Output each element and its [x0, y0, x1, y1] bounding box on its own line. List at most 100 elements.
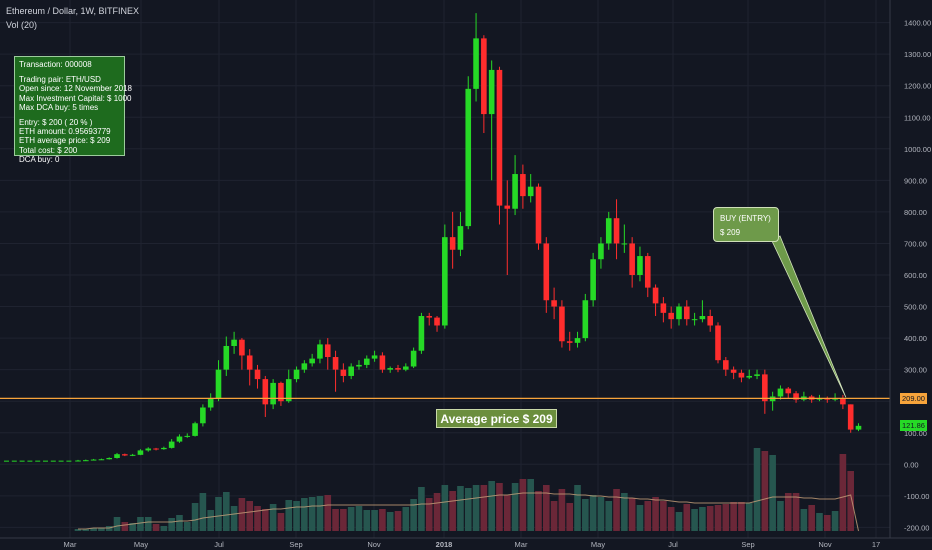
volume-bar: [753, 448, 761, 531]
volume-bar: [386, 512, 394, 531]
volume-moving-average-line: [78, 492, 859, 532]
price-tick-label: 800.00: [904, 208, 927, 217]
volume-bar: [464, 488, 472, 531]
candle-body: [332, 357, 339, 370]
candle-body: [723, 360, 729, 370]
candle-body: [699, 316, 706, 320]
volume-bar: [730, 502, 737, 531]
volume-bar: [714, 505, 722, 531]
price-tick-label: 1200.00: [904, 82, 931, 91]
candle-body: [598, 243, 604, 260]
chart-grid: [0, 0, 890, 538]
transaction-id: Transaction: 000008: [19, 60, 92, 69]
total-cost: Total cost: $ 200: [19, 145, 78, 155]
price-axis[interactable]: 1400.00 1300.00 1200.00 1100.00 1000.00 900.0…: [889, 0, 931, 538]
volume-bar: [379, 509, 386, 531]
price-tick-label: 300.00: [904, 366, 927, 375]
eth-amount: ETH amount: 0.95693779: [19, 127, 111, 137]
candle-body: [847, 404, 854, 430]
candle-body: [215, 369, 222, 399]
candle-body: [231, 339, 237, 346]
average-price-tag: 209.00: [900, 392, 927, 404]
candle-body: [777, 388, 784, 397]
volume-bar: [761, 451, 769, 531]
candle-body: [683, 306, 690, 320]
time-tick-label: Jul: [668, 540, 678, 549]
volume-bar: [340, 509, 347, 531]
volume-bar: [496, 483, 503, 531]
candle-body: [621, 243, 628, 245]
max-investment-capital: Max Investment Capital: $ 1000: [19, 93, 132, 103]
candle-body: [317, 344, 323, 359]
candle-body: [652, 287, 659, 304]
volume-bar: [301, 498, 308, 531]
price-tick-label: 900.00: [904, 176, 927, 185]
time-tick-label: Mar: [515, 540, 528, 549]
price-tick-label: 1100.00: [904, 113, 931, 122]
candle-body: [98, 459, 105, 461]
price-tick-label: 600.00: [904, 271, 927, 280]
time-axis[interactable]: Mar May Jul Sep Nov 2018 Mar May Jul Sep Nov 17: [0, 537, 932, 549]
candle-body: [309, 358, 315, 364]
candle-body: [785, 388, 792, 394]
candle-body: [644, 256, 651, 288]
volume-bar: [402, 507, 410, 531]
candles[interactable]: [4, 13, 862, 462]
candle-body: [566, 341, 573, 343]
candle-body: [254, 369, 261, 380]
time-tick-label: Nov: [367, 540, 381, 549]
candle-body: [543, 243, 550, 301]
volume-bar: [738, 502, 745, 531]
candle-body: [434, 317, 440, 326]
volume-bar: [699, 507, 706, 531]
volume-bar: [816, 513, 823, 531]
volume-bar: [183, 522, 191, 531]
volume-bar: [410, 499, 417, 531]
candle-body: [301, 363, 308, 370]
volume-bar: [191, 503, 199, 531]
volume-bar: [706, 506, 714, 531]
volume-bar: [808, 505, 815, 531]
volume-bar: [582, 499, 589, 531]
volume-bar: [121, 522, 129, 531]
candle-body: [426, 316, 433, 318]
volume-bar: [503, 495, 511, 531]
price-tick-label: 1300.00: [904, 50, 931, 59]
volume-bar: [152, 524, 160, 531]
volume-bar: [82, 529, 90, 531]
candle-body: [840, 398, 846, 405]
volume-bar: [550, 501, 558, 531]
volume-bar: [589, 495, 597, 531]
candle-body: [793, 393, 799, 400]
buy-callout-pointer: [771, 235, 847, 398]
price-tick-label: -200.00: [904, 523, 929, 532]
candle-body: [83, 460, 89, 462]
time-tick-label: Mar: [64, 540, 77, 549]
candle-body: [145, 448, 152, 451]
volume-bar: [316, 496, 324, 531]
volume-bar: [324, 495, 332, 531]
volume-bar: [137, 517, 144, 531]
volume-bar: [777, 501, 784, 531]
volume-bar: [605, 501, 613, 531]
candle-body: [676, 306, 682, 320]
price-tick-label: 700.00: [904, 239, 927, 248]
candle-body: [527, 186, 534, 197]
candle-body: [371, 355, 378, 359]
volume-bar: [628, 498, 636, 531]
volume-bar: [652, 497, 659, 531]
candle-body: [730, 369, 737, 373]
candle-body: [278, 382, 284, 402]
volume-bar: [363, 510, 371, 531]
volume-bars: [74, 448, 854, 531]
average-price-label: Average price $ 209: [436, 409, 557, 428]
price-tick-label: -100.00: [904, 492, 929, 501]
volume-bar: [792, 493, 800, 531]
volume-bar: [597, 497, 605, 531]
open-since: Open since: 12 November 2018: [19, 84, 132, 94]
price-tick-label: 1400.00: [904, 19, 931, 28]
candle-body: [668, 312, 674, 320]
candle-body: [207, 398, 214, 408]
volume-bar: [394, 511, 402, 531]
